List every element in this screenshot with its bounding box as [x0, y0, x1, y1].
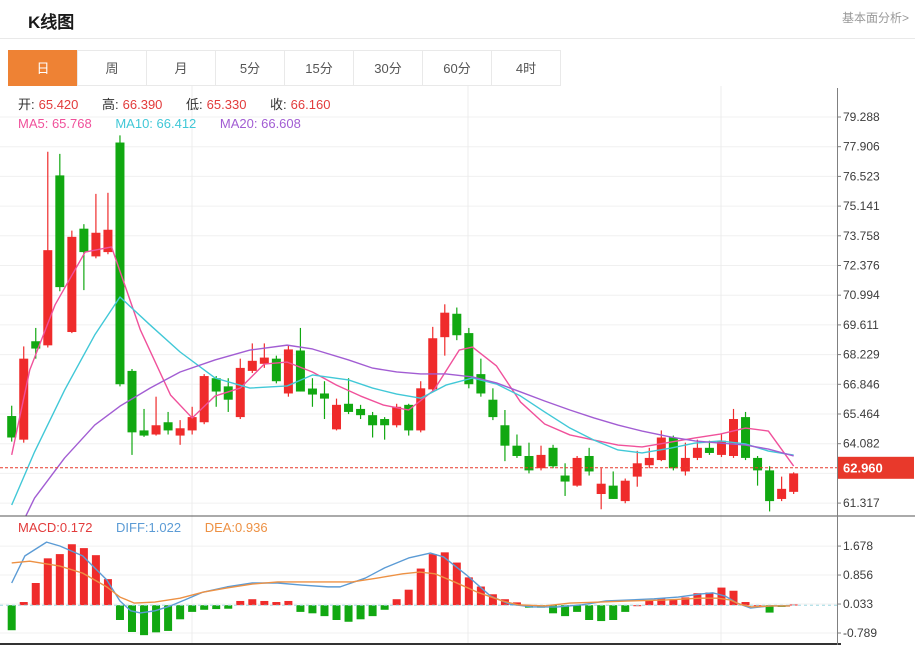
svg-text:0.033: 0.033: [843, 597, 873, 611]
tab-60分[interactable]: 60分: [422, 50, 492, 86]
tab-5分[interactable]: 5分: [215, 50, 285, 86]
tab-4时[interactable]: 4时: [491, 50, 561, 86]
dea-line: [11, 560, 791, 608]
macd-row: MACD:0.172 DIFF:1.022 DEA:0.936: [18, 520, 272, 535]
ma20-line: [25, 344, 794, 516]
svg-text:65.464: 65.464: [843, 407, 880, 421]
tab-月[interactable]: 月: [146, 50, 216, 86]
svg-text:0.856: 0.856: [843, 568, 873, 582]
candles-group: [7, 135, 799, 512]
open-label: 开:: [18, 97, 35, 112]
ohlc-row: 开: 65.420 高: 66.390 低: 65.330 收: 66.160: [18, 94, 334, 113]
diff-value: DIFF:1.022: [116, 520, 182, 535]
open-value: 65.420: [38, 97, 79, 112]
current-price-badge: [838, 456, 914, 479]
ma-row: MA5: 65.768 MA10: 66.412 MA20: 66.608: [18, 116, 305, 131]
fundamental-analysis-link[interactable]: 基本面分析>: [841, 11, 909, 25]
high-value: 66.390: [122, 97, 163, 112]
ma10-value: MA10: 66.412: [115, 116, 197, 131]
svg-text:73.758: 73.758: [843, 229, 880, 243]
tab-周[interactable]: 周: [77, 50, 147, 86]
svg-text:1.678: 1.678: [843, 539, 873, 553]
svg-text:72.376: 72.376: [843, 259, 880, 273]
macd-histogram: [7, 544, 798, 636]
ma5-value: MA5: 65.768: [18, 116, 92, 131]
ma10-line: [11, 296, 794, 506]
title-divider: [0, 38, 915, 39]
tab-30分[interactable]: 30分: [353, 50, 423, 86]
interval-tabs: 日周月 5分 15分 30分 60分 4时: [8, 50, 561, 86]
svg-text:-0.789: -0.789: [843, 626, 877, 640]
ma20-value: MA20: 66.608: [219, 116, 301, 131]
svg-text:77.906: 77.906: [843, 140, 880, 154]
gridlines: [0, 86, 837, 643]
svg-text:79.288: 79.288: [843, 110, 880, 124]
page-title: K线图: [28, 13, 75, 32]
svg-text:68.229: 68.229: [843, 348, 880, 362]
y-axis-labels: 79.288 77.906 76.523 75.141 73.758 72.376 70.9…: [837, 110, 880, 640]
close-value: 66.160: [290, 97, 331, 112]
close-label: 收:: [270, 97, 287, 112]
svg-text:76.523: 76.523: [843, 169, 880, 183]
low-value: 65.330: [206, 97, 247, 112]
svg-text:64.082: 64.082: [843, 437, 880, 451]
svg-text:61.317: 61.317: [843, 496, 880, 510]
tab-15分[interactable]: 15分: [284, 50, 354, 86]
svg-text:69.611: 69.611: [843, 318, 879, 332]
svg-text:66.846: 66.846: [843, 377, 880, 391]
tab-日[interactable]: 日: [8, 50, 78, 86]
high-label: 高:: [102, 97, 119, 112]
svg-text:62.960: 62.960: [843, 460, 883, 475]
ma5-line: [11, 246, 795, 467]
diff-line: [11, 541, 791, 614]
svg-text:70.994: 70.994: [843, 288, 880, 302]
low-label: 低:: [186, 97, 203, 112]
dea-value: DEA:0.936: [204, 520, 268, 535]
svg-text:75.141: 75.141: [843, 199, 880, 213]
macd-value: MACD:0.172: [18, 520, 93, 535]
